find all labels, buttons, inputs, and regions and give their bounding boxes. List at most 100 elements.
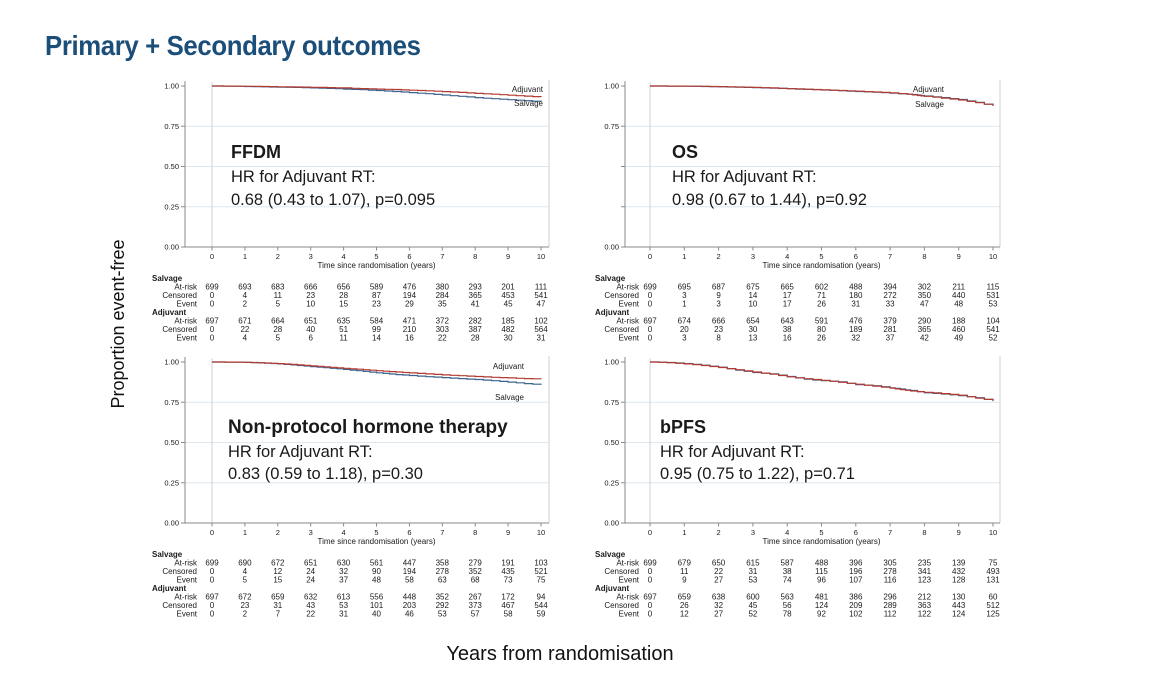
risk-value: 471 bbox=[403, 317, 417, 326]
x-axis-title: Time since randomisation (years) bbox=[763, 261, 881, 270]
x-axis-title: Time since randomisation (years) bbox=[318, 537, 436, 546]
x-tick-label: 8 bbox=[473, 528, 477, 537]
y-tick-label: 0.00 bbox=[604, 243, 619, 252]
risk-value: 589 bbox=[370, 283, 384, 292]
risk-value: 693 bbox=[238, 283, 252, 292]
risk-value: 440 bbox=[952, 291, 966, 300]
risk-value: 33 bbox=[886, 300, 895, 309]
risk-value: 5 bbox=[243, 576, 248, 585]
x-tick-label: 0 bbox=[210, 528, 214, 537]
risk-value: 613 bbox=[337, 593, 351, 602]
hr-annotation-line: HR for Adjuvant RT: bbox=[231, 168, 376, 186]
risk-value: 587 bbox=[781, 559, 795, 568]
risk-value: 699 bbox=[643, 283, 657, 292]
risk-value: 591 bbox=[815, 317, 829, 326]
risk-value: 396 bbox=[849, 559, 863, 568]
risk-value: 3 bbox=[716, 300, 721, 309]
risk-value: 52 bbox=[748, 610, 757, 619]
risk-value: 15 bbox=[273, 576, 282, 585]
risk-group-label: Adjuvant bbox=[152, 308, 187, 317]
risk-value: 0 bbox=[210, 334, 215, 343]
risk-row-label: Event bbox=[619, 300, 640, 309]
x-tick-label: 9 bbox=[506, 528, 510, 537]
risk-value: 292 bbox=[436, 601, 450, 610]
risk-value: 71 bbox=[817, 291, 826, 300]
x-tick-label: 10 bbox=[537, 528, 545, 537]
risk-value: 387 bbox=[469, 325, 483, 334]
risk-value: 683 bbox=[271, 283, 285, 292]
risk-value: 87 bbox=[372, 291, 381, 300]
risk-value: 196 bbox=[849, 567, 863, 576]
x-tick-label: 4 bbox=[785, 252, 789, 261]
x-tick-label: 9 bbox=[957, 252, 961, 261]
risk-value: 365 bbox=[469, 291, 483, 300]
risk-value: 341 bbox=[918, 567, 932, 576]
km-curve-adjuvant bbox=[212, 85, 542, 98]
risk-value: 9 bbox=[682, 576, 687, 585]
risk-value: 38 bbox=[783, 567, 792, 576]
risk-value: 443 bbox=[952, 601, 966, 610]
x-tick-label: 7 bbox=[888, 528, 892, 537]
risk-value: 650 bbox=[712, 559, 726, 568]
risk-group-label: Salvage bbox=[152, 274, 183, 283]
hr-annotation-line: 0.95 (0.75 to 1.22), p=0.71 bbox=[660, 465, 855, 483]
km-curve-adjuvant bbox=[650, 85, 994, 106]
risk-value: 11 bbox=[339, 334, 348, 343]
y-tick-label: 1.00 bbox=[604, 82, 619, 91]
risk-value: 104 bbox=[986, 317, 1000, 326]
x-tick-label: 10 bbox=[537, 252, 545, 261]
risk-value: 293 bbox=[469, 283, 483, 292]
risk-value: 28 bbox=[339, 291, 348, 300]
risk-value: 212 bbox=[918, 593, 932, 602]
risk-value: 666 bbox=[304, 283, 318, 292]
risk-value: 4 bbox=[243, 334, 248, 343]
risk-value: 32 bbox=[339, 567, 348, 576]
x-tick-label: 1 bbox=[243, 528, 247, 537]
risk-value: 302 bbox=[918, 283, 932, 292]
risk-value: 48 bbox=[372, 576, 381, 585]
risk-value: 460 bbox=[952, 325, 966, 334]
x-tick-label: 1 bbox=[682, 252, 686, 261]
risk-value: 6 bbox=[308, 334, 313, 343]
risk-value: 352 bbox=[436, 593, 450, 602]
risk-value: 38 bbox=[783, 325, 792, 334]
risk-value: 24 bbox=[306, 567, 315, 576]
x-tick-label: 7 bbox=[888, 252, 892, 261]
x-tick-label: 10 bbox=[989, 528, 997, 537]
risk-value: 37 bbox=[339, 576, 348, 585]
risk-value: 122 bbox=[918, 610, 932, 619]
risk-value: 305 bbox=[883, 559, 897, 568]
legend-label-salvage: Salvage bbox=[915, 100, 944, 109]
risk-value: 31 bbox=[748, 567, 757, 576]
x-tick-label: 6 bbox=[407, 252, 411, 261]
risk-row-label: At-risk bbox=[616, 317, 640, 326]
risk-value: 5 bbox=[276, 300, 281, 309]
risk-value: 289 bbox=[883, 601, 897, 610]
risk-value: 14 bbox=[748, 291, 757, 300]
x-tick-label: 6 bbox=[854, 528, 858, 537]
y-tick-label: 0.75 bbox=[604, 398, 619, 407]
risk-value: 303 bbox=[436, 325, 450, 334]
risk-value: 57 bbox=[471, 610, 480, 619]
risk-value: 46 bbox=[405, 610, 414, 619]
km-curve-salvage bbox=[212, 361, 542, 385]
risk-value: 99 bbox=[372, 325, 381, 334]
y-tick-label: 0.50 bbox=[164, 162, 179, 171]
outcome-title: OS bbox=[672, 142, 698, 162]
risk-value: 674 bbox=[678, 317, 692, 326]
risk-value: 41 bbox=[471, 300, 480, 309]
y-tick-label: 0.00 bbox=[604, 519, 619, 528]
y-tick-label: 1.00 bbox=[164, 358, 179, 367]
risk-value: 541 bbox=[534, 291, 548, 300]
risk-value: 23 bbox=[372, 300, 381, 309]
x-axis-title: Time since randomisation (years) bbox=[318, 261, 436, 270]
x-tick-label: 6 bbox=[854, 252, 858, 261]
risk-value: 59 bbox=[537, 610, 546, 619]
risk-value: 0 bbox=[648, 291, 653, 300]
risk-value: 112 bbox=[884, 610, 897, 619]
risk-value: 10 bbox=[306, 300, 315, 309]
